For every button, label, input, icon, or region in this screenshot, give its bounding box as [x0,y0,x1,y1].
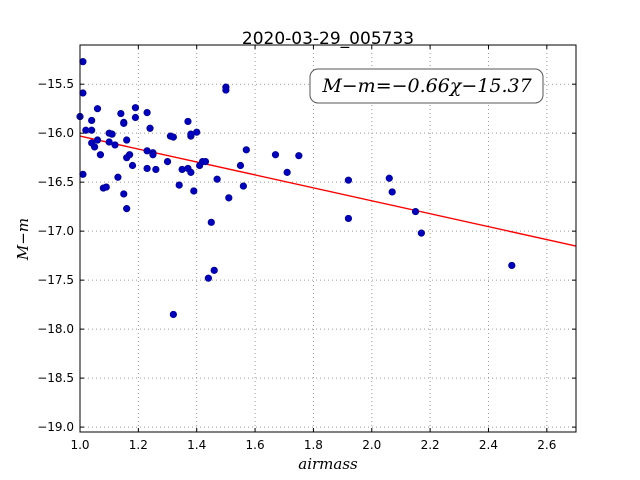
data-point [163,157,172,166]
data-point [213,175,221,183]
x-tick-label: 1.0 [70,438,89,452]
ticks: 1.0 1.2 1.4 1.6 1.8 2.0 2.2 2.4 2.6 −15.5 −16.0 −16… [37,45,576,452]
data-point [102,183,110,191]
data-point [210,266,218,274]
x-tick-label: 2.4 [479,438,498,452]
data-point [201,157,210,166]
data-point [508,261,516,270]
data-point [149,151,157,159]
data-point [187,168,195,176]
data-point [411,207,420,216]
data-point [88,126,96,134]
data-point [108,130,116,138]
data-point [79,89,87,97]
data-point [114,173,122,181]
data-point [178,165,186,174]
data-point [93,105,102,113]
data-point [143,109,151,117]
fit-annotation-box [309,68,544,104]
data-point [242,146,250,154]
data-point [79,170,87,178]
data-point [175,181,183,189]
x-tick-label: 1.8 [304,438,323,452]
data-point [123,205,131,213]
x-tick-label: 2.6 [537,438,556,452]
fit-layer [79,135,577,247]
x-tick-label: 1.4 [187,438,206,452]
data-point [117,109,125,118]
data-point [169,133,177,141]
y-tick-label: −19.0 [37,420,74,434]
data-point [79,58,87,66]
data-point [193,128,201,136]
data-point [190,187,198,195]
y-axis-label: M−m [14,218,32,261]
y-tick-label: −17.5 [37,273,74,287]
data-point [344,214,353,223]
chart-title: 2020-03-29_005733 [242,29,414,49]
data-point [385,174,393,182]
data-point [96,151,105,159]
data-point [105,138,113,146]
y-tick-label: −18.5 [37,371,74,385]
data-point [388,188,396,196]
data-point [271,151,280,159]
fit-line [79,135,577,247]
data-point [128,161,137,170]
fit-annotation: M−m=−0.66χ−15.37 [309,68,544,104]
data-point [131,113,140,122]
data-point [225,194,233,202]
data-point [169,310,177,319]
data-point [417,229,425,237]
data-point [207,218,215,226]
data-points [76,58,516,319]
data-point [123,136,131,144]
data-point [120,119,128,127]
y-tick-label: −17.0 [37,224,74,238]
x-tick-label: 1.6 [246,438,265,452]
data-point [90,143,99,151]
data-point [283,168,291,176]
data-point [126,151,134,159]
data-point [131,104,140,112]
data-point [120,190,128,198]
y-tick-label: −18.0 [37,322,74,336]
data-point [344,176,353,184]
data-point [236,161,245,170]
data-point [152,165,160,174]
data-point [88,116,96,125]
data-point [204,274,212,282]
x-tick-label: 2.0 [362,438,381,452]
y-tick-label: −16.0 [37,126,74,140]
data-point [143,164,151,173]
x-axis-label: airmass [298,455,358,473]
x-tick-label: 2.2 [421,438,440,452]
fit-annotation-text: M−m=−0.66χ−15.37 [321,75,532,97]
y-tick-label: −15.5 [37,77,74,91]
data-point [295,152,303,160]
plot-frame [79,44,577,433]
data-point [222,86,230,94]
data-point [146,124,154,132]
data-point [239,182,247,190]
x-tick-label: 1.2 [129,438,148,452]
data-point [184,117,192,126]
y-tick-label: −16.5 [37,175,74,189]
data-point [93,136,102,144]
data-point [111,141,119,149]
